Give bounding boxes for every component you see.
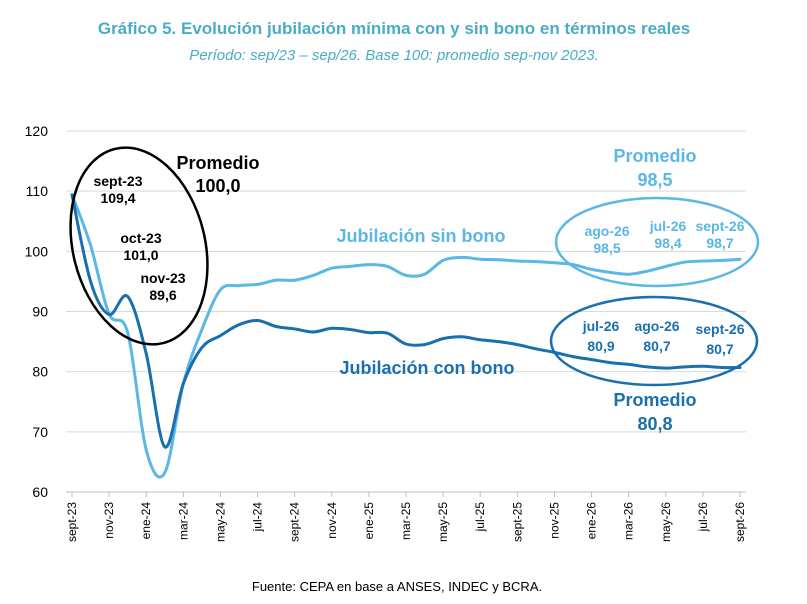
left-average-label: Promedio [176, 153, 259, 173]
x-tick-label: may-24 [213, 502, 227, 542]
x-tick-label: may-25 [436, 502, 450, 542]
x-tick-label: nov-25 [547, 502, 561, 539]
y-tick-label: 120 [25, 123, 49, 139]
x-tick-label: may-26 [659, 502, 673, 542]
series-line-sin-bono [70, 193, 742, 479]
top-right-highlight-ellipse [554, 196, 760, 288]
bottom-right-point-value-3: 80,7 [706, 341, 733, 357]
top-right-point-label-1: ago-26 [584, 223, 629, 239]
left-point-label-1: sept-23 [93, 173, 142, 189]
left-average-value: 100,0 [195, 176, 240, 196]
top-right-point-value-3: 98,7 [706, 235, 733, 251]
x-tick-label: nov-24 [325, 502, 339, 539]
bottom-right-point-label-1: jul-26 [582, 318, 620, 334]
series-lines [70, 193, 742, 479]
y-tick-label: 80 [32, 364, 48, 380]
x-tick-label: ene-26 [585, 502, 599, 540]
bottom-right-point-value-1: 80,9 [587, 338, 614, 354]
left-highlight-ellipse [69, 146, 209, 346]
y-tick-label: 110 [26, 183, 49, 199]
left-point-value-1: 109,4 [100, 190, 135, 206]
x-tick-label: ene-25 [362, 502, 376, 540]
x-tick-label: sept-25 [510, 502, 524, 542]
y-tick-label: 90 [32, 304, 48, 320]
top-right-point-label-2: jul-26 [649, 218, 687, 234]
x-tick-label: mar-25 [399, 502, 413, 540]
left-point-label-3: nov-23 [140, 270, 185, 286]
left-point-value-2: 101,0 [123, 247, 158, 263]
series-label-con-bono: Jubilación con bono [340, 358, 515, 378]
x-tick-label: mar-26 [622, 502, 636, 540]
chart-title: Gráfico 5. Evolución jubilación mínima c… [98, 19, 690, 38]
chart-subtitle: Período: sep/23 – sep/26. Base 100: prom… [189, 47, 598, 64]
x-tick-label: ene-24 [139, 502, 153, 540]
y-tick-label: 60 [32, 484, 48, 500]
top-right-point-value-2: 98,4 [654, 235, 681, 251]
top-right-average-label: Promedio [613, 146, 696, 166]
x-tick-label: nov-23 [102, 502, 116, 539]
bottom-right-point-label-3: sept-26 [695, 321, 744, 337]
x-tick-label: jul-25 [473, 502, 487, 533]
top-right-point-label-3: sept-26 [695, 218, 744, 234]
y-tick-label: 100 [25, 243, 49, 259]
bottom-right-highlight-ellipse [549, 295, 759, 387]
series-line-con-bono [70, 193, 742, 449]
top-right-point-value-1: 98,5 [593, 240, 620, 256]
source-note: Fuente: CEPA en base a ANSES, INDEC y BC… [252, 579, 542, 594]
left-point-value-3: 89,6 [149, 287, 176, 303]
left-point-label-2: oct-23 [120, 230, 161, 246]
x-axis-ticks: sept-23 nov-23 ene-24 mar-24 may-24 jul-24 sep… [65, 492, 747, 542]
series-label-sin-bono: Jubilación sin bono [336, 226, 505, 246]
bottom-right-point-value-2: 80,7 [643, 338, 670, 354]
gridlines [66, 130, 746, 493]
bottom-right-average-value: 80,8 [637, 414, 672, 434]
x-tick-label: jul-26 [696, 502, 710, 533]
top-right-average-value: 98,5 [637, 170, 672, 190]
x-tick-label: mar-24 [176, 502, 190, 540]
bottom-right-average-label: Promedio [613, 390, 696, 410]
bottom-right-point-label-2: ago-26 [634, 318, 679, 334]
x-tick-label: sept-23 [65, 502, 79, 542]
y-axis-ticks: 60 70 80 90 100 110 120 [25, 123, 49, 500]
x-tick-label: jul-24 [251, 502, 265, 533]
x-tick-label: sept-26 [733, 502, 747, 542]
y-tick-label: 70 [32, 424, 48, 440]
x-tick-label: sept-24 [288, 502, 302, 542]
